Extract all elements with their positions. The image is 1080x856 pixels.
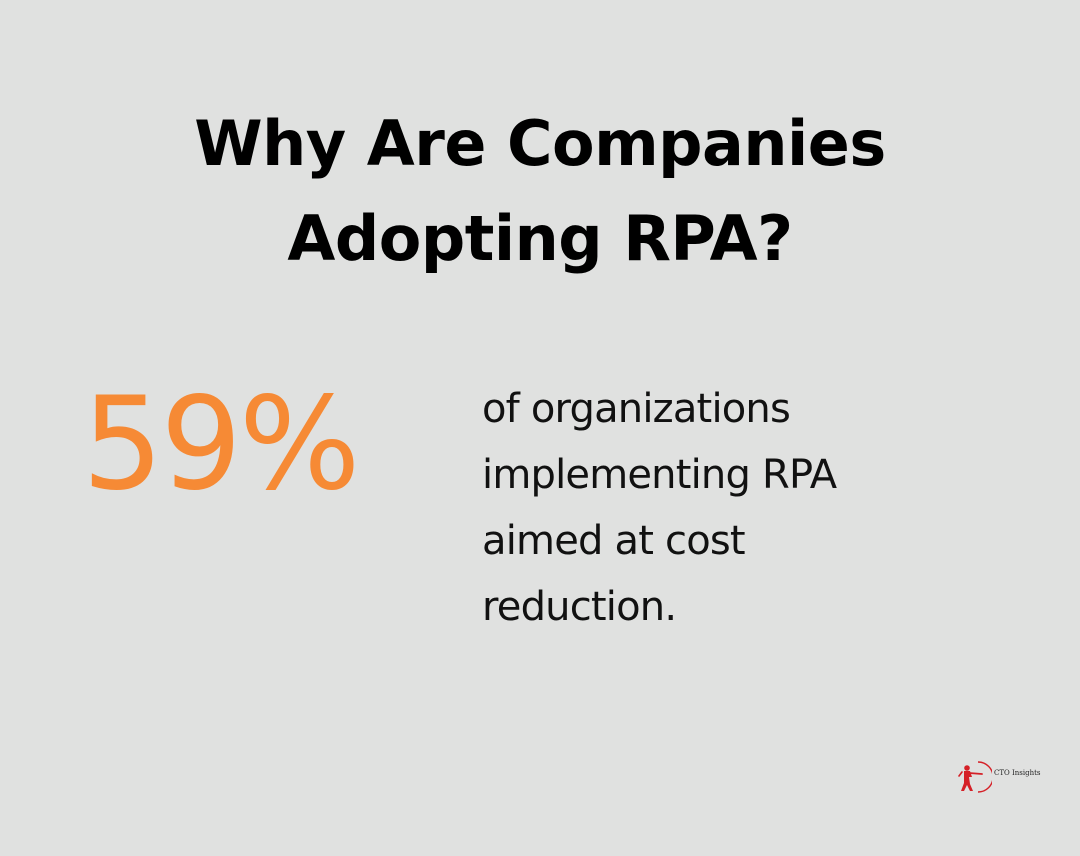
description-line-1: of organizations: [482, 386, 791, 432]
archer-icon: [958, 760, 992, 794]
brand-name: CTO Insights: [994, 769, 1041, 777]
page-title: Why Are Companies Adopting RPA?: [0, 96, 1080, 286]
description-line-2: implementing RPA: [482, 452, 837, 498]
title-line-1: Why Are Companies: [194, 107, 886, 180]
stat-description: of organizations implementing RPA aimed …: [482, 376, 952, 640]
description-line-3: aimed at cost: [482, 518, 746, 564]
stat-value: 59%: [82, 370, 360, 519]
brand-logo: CTO Insights: [958, 760, 1041, 794]
description-line-4: reduction.: [482, 584, 677, 630]
title-line-2: Adopting RPA?: [287, 202, 793, 275]
